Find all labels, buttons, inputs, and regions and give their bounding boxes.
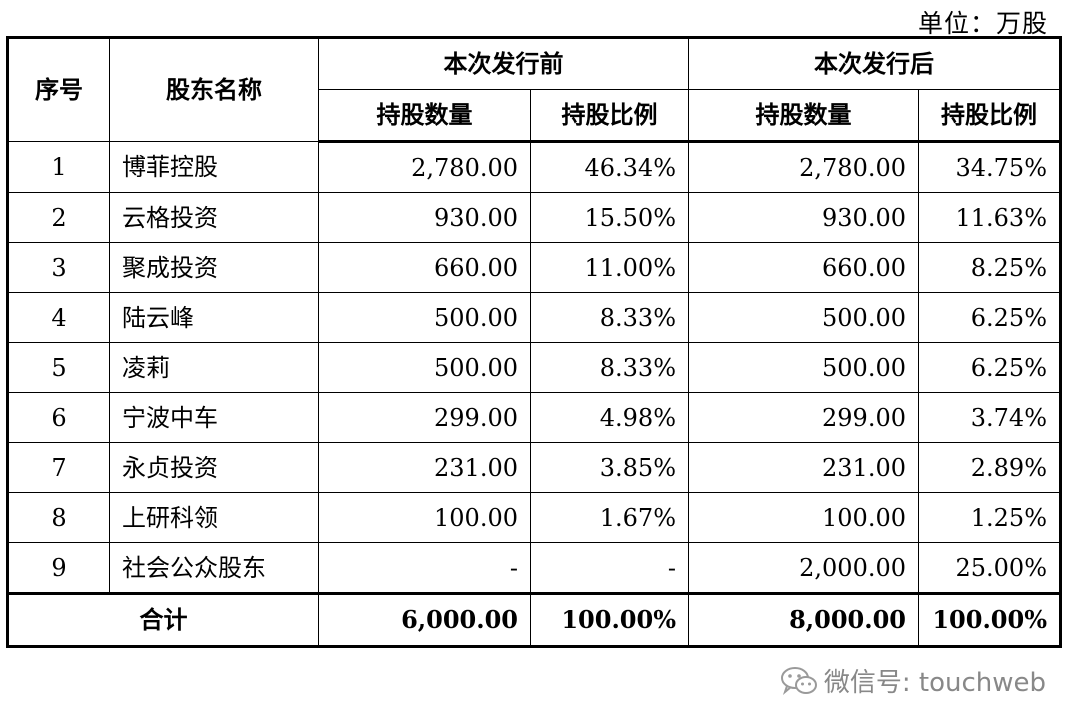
before-ratio: 15.50% xyxy=(530,192,689,243)
after-shares: 299.00 xyxy=(688,392,919,443)
table-row: 4 陆云峰 500.00 8.33% 500.00 6.25% xyxy=(7,292,1061,343)
total-before-shares: 6,000.00 xyxy=(318,592,531,647)
row-number: 8 xyxy=(7,492,110,543)
table-row: 7 永贞投资 231.00 3.85% 231.00 2.89% xyxy=(7,442,1061,493)
header-before-group: 本次发行前 xyxy=(318,37,689,90)
shareholder-name: 社会公众股东 xyxy=(109,542,319,594)
table-row: 9 社会公众股东 - - 2,000.00 25.00% xyxy=(7,542,1061,594)
total-before-ratio: 100.00% xyxy=(530,592,689,647)
after-shares: 660.00 xyxy=(688,242,919,293)
unit-note: 单位：万股 xyxy=(917,9,1048,38)
header-after-group: 本次发行后 xyxy=(688,37,1061,90)
before-ratio: 4.98% xyxy=(530,392,689,443)
table-row: 5 凌莉 500.00 8.33% 500.00 6.25% xyxy=(7,342,1061,393)
before-ratio: 8.33% xyxy=(530,342,689,393)
before-shares: 100.00 xyxy=(318,492,531,543)
after-ratio: 2.89% xyxy=(918,442,1061,493)
header-row-sub: 持股数量 持股比例 持股数量 持股比例 xyxy=(8,89,1061,143)
after-shares: 100.00 xyxy=(688,492,919,543)
table-row: 2 云格投资 930.00 15.50% 930.00 11.63% xyxy=(7,192,1061,243)
header-after-shares: 持股数量 xyxy=(688,89,919,143)
after-ratio: 3.74% xyxy=(918,392,1061,443)
before-ratio: 1.67% xyxy=(530,492,689,543)
total-after-shares: 8,000.00 xyxy=(688,592,919,647)
row-number: 1 xyxy=(7,141,110,193)
before-shares: 299.00 xyxy=(318,392,531,443)
total-label: 合计 xyxy=(7,592,319,647)
table-row: 6 宁波中车 299.00 4.98% 299.00 3.74% xyxy=(7,392,1061,443)
after-ratio: 34.75% xyxy=(918,141,1061,193)
before-ratio: 46.34% xyxy=(530,141,689,193)
header-row-group: 序号 股东名称 本次发行前 本次发行后 xyxy=(7,37,1061,142)
before-shares: 500.00 xyxy=(318,342,531,393)
shareholder-name: 凌莉 xyxy=(109,342,319,393)
after-ratio: 6.25% xyxy=(918,342,1061,393)
before-ratio: - xyxy=(530,542,689,594)
header-before-ratio: 持股比例 xyxy=(530,89,689,143)
row-number: 3 xyxy=(7,242,110,293)
row-number: 7 xyxy=(7,442,110,493)
wechat-icon xyxy=(780,666,818,696)
watermark: 微信号: touchweb xyxy=(780,662,1046,699)
before-shares: 2,780.00 xyxy=(318,141,531,193)
shareholder-name: 上研科领 xyxy=(109,492,319,543)
table-row: 8 上研科领 100.00 1.67% 100.00 1.25% xyxy=(7,492,1061,543)
before-shares: 930.00 xyxy=(318,192,531,243)
table-row: 3 聚成投资 660.00 11.00% 660.00 8.25% xyxy=(7,242,1061,293)
before-shares: 231.00 xyxy=(318,442,531,493)
shareholder-name: 聚成投资 xyxy=(109,242,319,293)
header-name: 股东名称 xyxy=(109,37,319,142)
shareholder-name: 博菲控股 xyxy=(109,141,319,193)
after-ratio: 1.25% xyxy=(918,492,1061,543)
after-shares: 2,000.00 xyxy=(688,542,919,594)
after-shares: 2,780.00 xyxy=(688,141,919,193)
before-ratio: 11.00% xyxy=(530,242,689,293)
shareholder-name: 陆云峰 xyxy=(109,292,319,343)
header-seq: 序号 xyxy=(7,37,110,142)
after-ratio: 11.63% xyxy=(918,192,1061,243)
before-shares: 660.00 xyxy=(318,242,531,293)
before-shares: 500.00 xyxy=(318,292,531,343)
shareholder-name: 云格投资 xyxy=(109,192,319,243)
header-before-shares: 持股数量 xyxy=(318,89,531,143)
row-number: 5 xyxy=(7,342,110,393)
before-shares: - xyxy=(318,542,531,594)
row-number: 4 xyxy=(7,292,110,343)
before-ratio: 8.33% xyxy=(530,292,689,343)
row-number: 6 xyxy=(7,392,110,443)
after-shares: 231.00 xyxy=(688,442,919,493)
total-row: 合计 6,000.00 100.00% 8,000.00 100.00% xyxy=(7,592,1061,647)
shareholder-name: 永贞投资 xyxy=(109,442,319,493)
watermark-text: 微信号: touchweb xyxy=(823,668,1046,698)
row-number: 9 xyxy=(7,542,110,594)
row-number: 2 xyxy=(7,192,110,243)
after-shares: 500.00 xyxy=(688,342,919,393)
after-ratio: 25.00% xyxy=(918,542,1061,594)
after-shares: 500.00 xyxy=(688,292,919,343)
before-ratio: 3.85% xyxy=(530,442,689,493)
shareholder-name: 宁波中车 xyxy=(109,392,319,443)
total-after-ratio: 100.00% xyxy=(918,592,1061,647)
header-after-ratio: 持股比例 xyxy=(918,89,1061,143)
table-row: 1 博菲控股 2,780.00 46.34% 2,780.00 34.75% xyxy=(7,141,1061,193)
shareholding-table: 序号 股东名称 本次发行前 本次发行后 持股数量 持股比例 持股数量 持股比例 … xyxy=(6,36,1062,648)
after-shares: 930.00 xyxy=(688,192,919,243)
after-ratio: 8.25% xyxy=(918,242,1061,293)
after-ratio: 6.25% xyxy=(918,292,1061,343)
